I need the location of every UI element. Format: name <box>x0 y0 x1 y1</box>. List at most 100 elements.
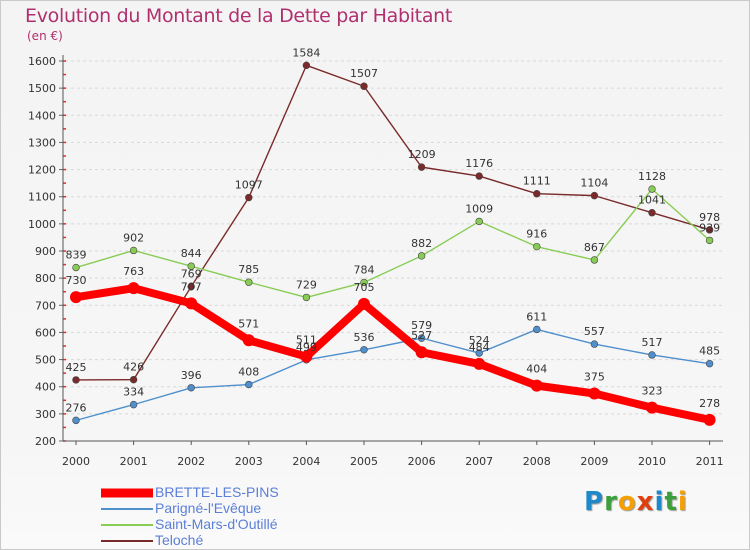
data-point <box>648 351 656 359</box>
data-point <box>129 375 138 384</box>
data-point <box>360 278 368 287</box>
data-point <box>648 185 656 193</box>
x-tick-label: 2007 <box>465 455 493 468</box>
x-tick-label: 2009 <box>580 455 608 468</box>
data-point <box>705 236 714 245</box>
data-point <box>703 413 716 426</box>
data-label: 1209 <box>408 148 436 161</box>
series-line <box>75 328 711 422</box>
data-point <box>705 359 714 368</box>
data-point <box>358 297 370 310</box>
data-point <box>245 193 253 202</box>
data-point <box>187 384 195 392</box>
data-label: 769 <box>181 268 202 281</box>
data-label: 916 <box>526 228 547 241</box>
data-label: 375 <box>584 371 605 384</box>
x-tick-label: 2001 <box>120 455 148 468</box>
data-point <box>530 379 543 392</box>
data-label: 844 <box>181 247 202 260</box>
data-point <box>475 349 483 357</box>
legend-label: Teloché <box>155 532 204 548</box>
y-tick-label: 500 <box>35 354 56 367</box>
data-point <box>360 82 368 90</box>
data-label: 426 <box>123 361 144 374</box>
data-point <box>70 291 82 304</box>
data-point <box>475 217 483 226</box>
series-line <box>72 284 714 424</box>
data-point <box>590 256 599 264</box>
logo-letter: o <box>617 487 637 517</box>
data-point <box>302 61 311 70</box>
y-tick-label: 1000 <box>28 218 56 231</box>
legend-swatch <box>101 524 153 526</box>
logo-letter: i <box>654 487 665 517</box>
data-label: 425 <box>66 361 87 374</box>
chart-title: Evolution du Montant de la Dette par Hab… <box>25 5 453 27</box>
data-point <box>72 263 80 272</box>
logo-letter: i <box>677 487 688 517</box>
data-label: 1111 <box>523 175 551 188</box>
data-label: 1097 <box>235 179 263 192</box>
chart-legend: BRETTE-LES-PINS Parigné-l'Evêque Saint-Mar… <box>101 484 401 549</box>
data-label: 978 <box>699 211 720 224</box>
data-point <box>417 334 426 342</box>
data-point <box>245 380 253 389</box>
legend-item: Saint-Mars-d'Outillé <box>101 516 401 533</box>
data-point <box>533 242 541 251</box>
data-label: 404 <box>526 363 547 376</box>
y-tick-label: 800 <box>35 272 56 285</box>
data-label: 730 <box>66 274 87 287</box>
data-label: 524 <box>469 334 490 347</box>
data-label: 784 <box>354 263 375 276</box>
logo-letter: r <box>604 487 618 517</box>
y-tick-label: 700 <box>35 299 56 312</box>
data-label: 785 <box>238 263 259 276</box>
data-point <box>72 376 80 384</box>
data-label: 763 <box>123 265 144 278</box>
data-label: 517 <box>642 336 663 349</box>
data-label: 511 <box>296 334 317 347</box>
data-label: 557 <box>584 325 605 338</box>
y-tick-label: 1400 <box>28 109 56 122</box>
legend-item: Teloché <box>101 532 401 549</box>
y-tick-label: 1100 <box>28 191 56 204</box>
data-point <box>360 346 368 354</box>
data-point <box>242 334 255 347</box>
data-point <box>590 191 599 200</box>
logo-letter: P <box>584 487 605 517</box>
data-label: 527 <box>411 329 432 342</box>
data-label: 396 <box>181 369 202 382</box>
y-tick-label: 900 <box>35 245 56 258</box>
data-label: 579 <box>411 319 432 332</box>
proxiti-logo: Proxiti <box>584 487 688 517</box>
y-tick-label: 400 <box>35 381 56 394</box>
data-label: 1009 <box>465 202 493 215</box>
data-label: 571 <box>238 317 259 330</box>
legend-swatch <box>101 540 153 542</box>
data-label: 484 <box>469 341 490 354</box>
chart-subtitle: (en €) <box>27 29 63 43</box>
data-label: 334 <box>123 386 144 399</box>
x-tick-label: 2011 <box>696 455 724 468</box>
y-tick-label: 1500 <box>28 82 56 95</box>
series-line <box>75 188 711 299</box>
x-tick-label: 2000 <box>62 455 90 468</box>
data-point <box>646 401 658 414</box>
y-tick-label: 1600 <box>28 55 56 68</box>
data-label: 611 <box>526 310 547 323</box>
data-point <box>187 282 195 291</box>
x-tick-label: 2008 <box>523 455 551 468</box>
x-tick-label: 2004 <box>292 455 320 468</box>
y-tick-label: 1300 <box>28 136 56 149</box>
legend-swatch <box>101 508 153 510</box>
y-tick-label: 200 <box>35 435 56 448</box>
data-point <box>590 340 599 348</box>
data-label: 323 <box>642 385 663 398</box>
data-label: 536 <box>354 331 375 344</box>
data-point <box>129 246 138 255</box>
data-point <box>475 172 483 180</box>
data-point <box>185 297 198 310</box>
legend-label: Saint-Mars-d'Outillé <box>155 516 278 532</box>
